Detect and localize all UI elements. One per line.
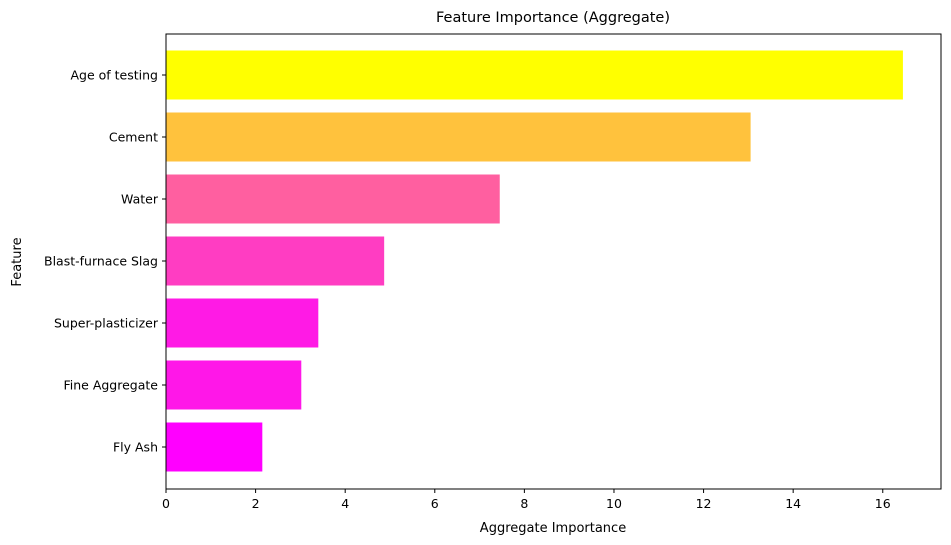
- y-tick-label: Water: [121, 192, 159, 207]
- y-tick-label: Fine Aggregate: [63, 378, 158, 393]
- bar-age-of-testing: [166, 50, 903, 100]
- x-tick-label: 16: [875, 496, 891, 511]
- x-tick-label: 2: [252, 496, 260, 511]
- y-tick-label: Super-plasticizer: [54, 316, 159, 331]
- x-axis-ticks: 0 2 4 6 8 10 12 14 16: [162, 489, 891, 511]
- y-axis-ticks: Age of testing Cement Water Blast-furnace S…: [44, 68, 166, 455]
- y-tick-label: Fly Ash: [113, 440, 158, 455]
- x-tick-label: 14: [785, 496, 801, 511]
- y-tick-label: Cement: [109, 130, 158, 145]
- x-tick-label: 4: [341, 496, 349, 511]
- chart-title: Feature Importance (Aggregate): [436, 10, 670, 26]
- x-tick-label: 6: [431, 496, 439, 511]
- x-tick-label: 0: [162, 496, 170, 511]
- y-tick-label: Blast-furnace Slag: [44, 254, 158, 269]
- bar-fine-aggregate: [166, 360, 302, 410]
- x-tick-label: 10: [606, 496, 622, 511]
- bars-group: [166, 50, 903, 472]
- bar-cement: [166, 112, 751, 162]
- bar-fly-ash: [166, 422, 263, 472]
- x-tick-label: 8: [520, 496, 528, 511]
- y-axis-label: Feature: [10, 237, 25, 286]
- x-axis-label: Aggregate Importance: [480, 521, 626, 536]
- bar-blast-furnace-slag: [166, 236, 385, 286]
- y-tick-label: Age of testing: [70, 68, 158, 83]
- bar-water: [166, 174, 500, 224]
- bar-super-plasticizer: [166, 298, 319, 348]
- x-tick-label: 12: [696, 496, 712, 511]
